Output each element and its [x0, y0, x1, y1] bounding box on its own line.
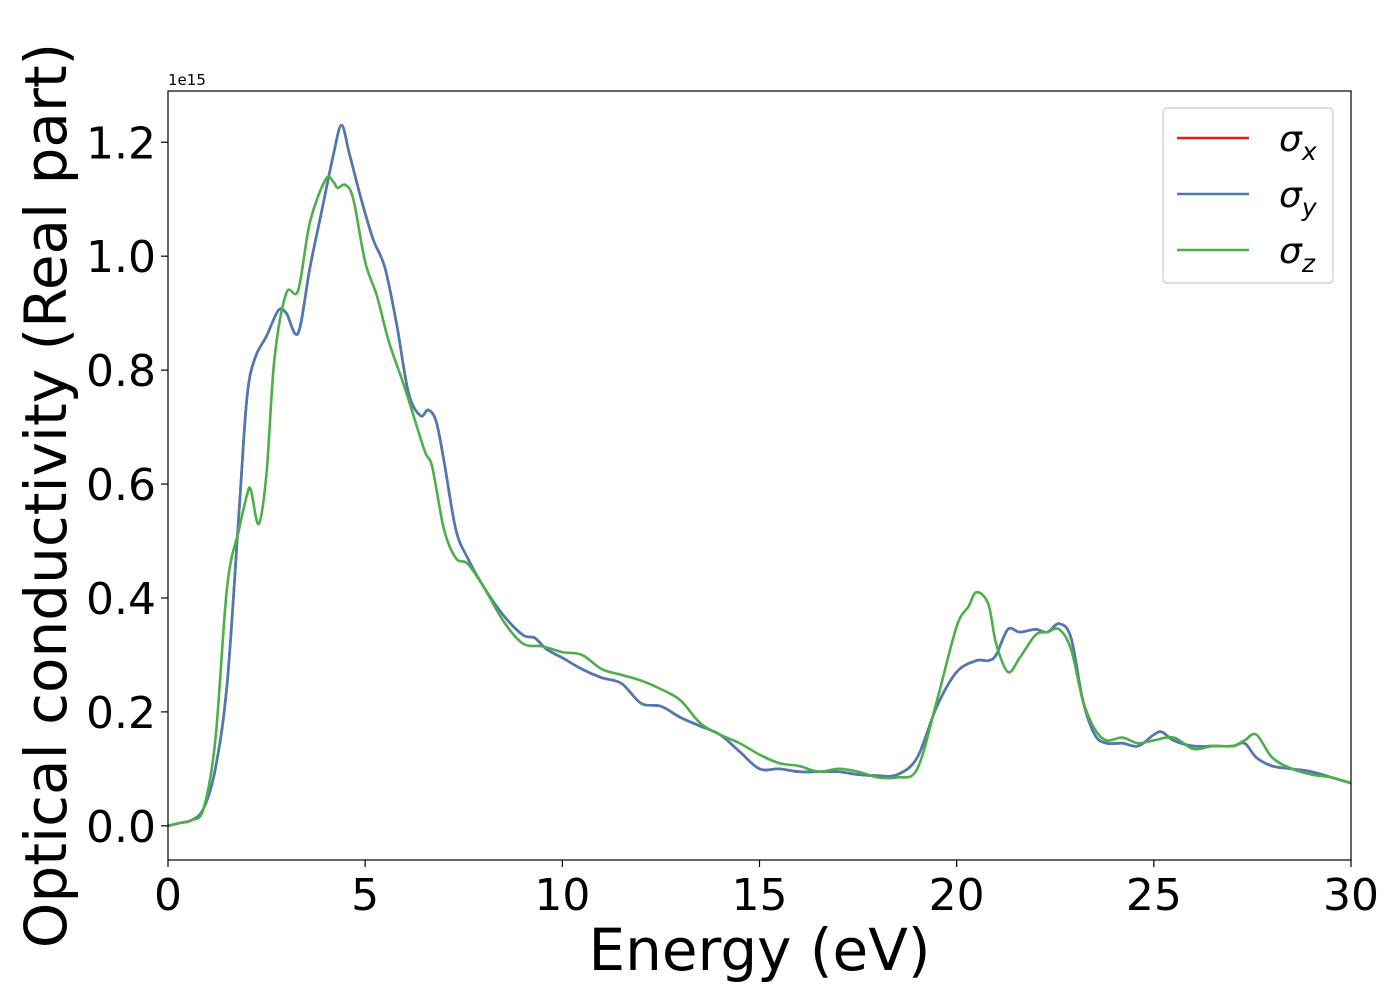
series-layer: [168, 123, 1351, 828]
y-offset-label: 1e15: [168, 71, 206, 89]
legend-box: [1162, 107, 1334, 284]
y-tick-label: 1.0: [86, 232, 156, 283]
x-tick-label: 10: [534, 870, 590, 921]
x-tick-label: 15: [732, 870, 788, 921]
series-line-y: [168, 123, 1351, 828]
y-tick-label: 0.0: [86, 802, 156, 853]
x-tick-label: 5: [351, 870, 379, 921]
x-tick-label: 20: [929, 870, 985, 921]
y-axis-label: Optical conductivity (Real part): [12, 43, 80, 948]
legend-entry-z: σz: [1177, 231, 1316, 278]
x-tick-label: 30: [1323, 870, 1379, 921]
x-tick-label: 0: [154, 870, 182, 921]
y-tick-label: 1.2: [86, 118, 156, 169]
y-axis: 0.0 0.2 0.4 0.6 0.8 1.0 1.2: [86, 118, 168, 853]
x-tick-label: 25: [1126, 870, 1182, 921]
series-line-z: [168, 175, 1351, 828]
x-axis-label: Energy (eV): [588, 916, 930, 984]
y-tick-label: 0.2: [86, 688, 156, 739]
x-axis: 0 5 10 15 20 25 30: [154, 860, 1379, 921]
legend-label: σz: [1279, 231, 1316, 278]
y-tick-label: 0.8: [86, 346, 156, 397]
y-tick-label: 0.4: [86, 574, 156, 625]
y-tick-label: 0.6: [86, 460, 156, 511]
